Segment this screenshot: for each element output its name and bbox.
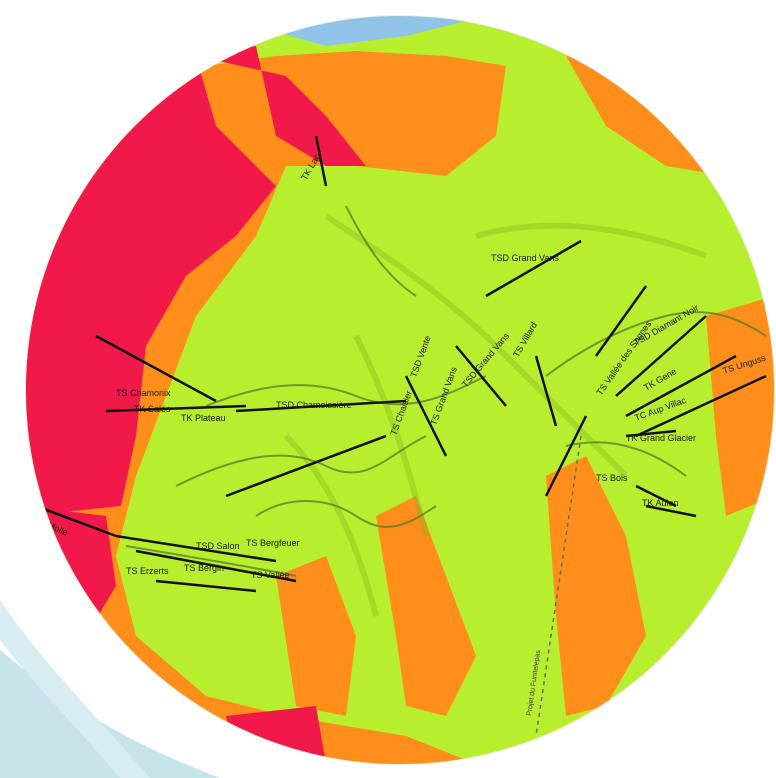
lift-label: TSD Salon [196, 541, 240, 551]
lift-label: TK Salés [134, 404, 171, 414]
zone-mid-east [706, 296, 774, 516]
zone-high-north [196, 46, 366, 166]
ski-trails [125, 205, 767, 577]
lift-label: TS Bergin [184, 563, 224, 573]
zone-mid-north [566, 56, 726, 176]
zone-high-southwest [26, 506, 116, 656]
zone-high-west [26, 46, 276, 516]
lift-label: TSD Grand Vans [491, 253, 559, 263]
lift-label: TK Aulon [642, 498, 679, 508]
zone-high-southeast [676, 676, 774, 764]
terrain-shading [283, 213, 708, 617]
lift-lines [35, 135, 767, 593]
terrain-map[interactable]: TK Lac TSD Vente TSD Grand Vans TS Villa… [26, 16, 774, 764]
lift-label: TK Grand Glacier [626, 433, 696, 443]
zone-mid-south [276, 556, 356, 716]
lift-label: TK Plateau [181, 413, 226, 423]
lift-label: TS Vallée [251, 570, 289, 580]
lift-label: TS Chamonix [116, 388, 171, 398]
zone-mid-gully [546, 456, 646, 716]
lift-label: TS Bois [596, 473, 628, 483]
water-area [186, 16, 586, 56]
lift-label: TS Bergfeuer [246, 538, 300, 548]
terrain-map-lens[interactable]: TK Lac TSD Vente TSD Grand Vans TS Villa… [26, 16, 774, 764]
funitel-projection-line [535, 435, 582, 737]
zone-high-south [226, 706, 326, 764]
lift-label: TS Erzerts [126, 566, 169, 576]
lift-label: TSD Chamoissière [276, 400, 352, 410]
zone-mid-valley [376, 496, 476, 716]
